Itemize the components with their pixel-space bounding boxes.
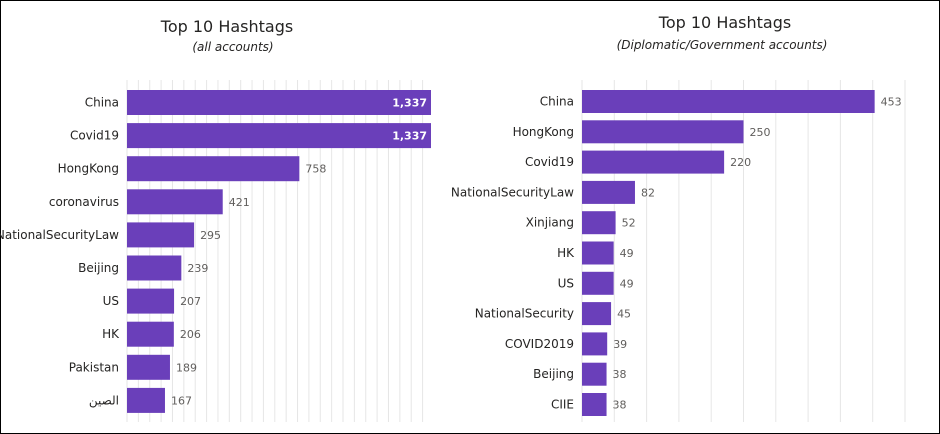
category-label-all-4: NationalSecurityLaw: [0, 228, 119, 242]
bar-all-6[interactable]: [127, 288, 175, 314]
category-label-all-7: HK: [102, 327, 120, 341]
category-label-dip-0: China: [540, 95, 574, 109]
value-label-dip-10: 38: [613, 399, 627, 412]
bar-all-8[interactable]: [127, 354, 170, 380]
value-label-all-9: 167: [171, 394, 192, 407]
bar-dip-10[interactable]: [582, 393, 607, 416]
category-label-dip-5: HK: [557, 246, 575, 260]
bar-all-0[interactable]: [127, 90, 431, 115]
category-label-all-0: China: [85, 96, 119, 110]
category-label-all-1: Covid19: [70, 129, 119, 143]
value-label-all-3: 421: [229, 196, 250, 209]
category-label-dip-1: HongKong: [513, 125, 574, 139]
chart-subtitle-diplomatic: (Diplomatic/Government accounts): [616, 38, 828, 52]
bar-dip-3[interactable]: [582, 180, 635, 204]
value-label-all-8: 189: [176, 361, 197, 374]
bar-all-7[interactable]: [127, 321, 174, 347]
category-label-dip-2: Covid19: [525, 155, 574, 169]
category-label-all-6: US: [103, 294, 119, 308]
bar-all-1[interactable]: [127, 123, 431, 149]
value-label-all-1: 1,337: [392, 130, 427, 143]
bar-dip-6[interactable]: [582, 271, 614, 295]
category-label-dip-8: COVID2019: [505, 337, 574, 351]
bar-all-4[interactable]: [127, 222, 195, 248]
bar-all-3[interactable]: [127, 189, 223, 215]
value-label-all-0: 1,337: [392, 97, 427, 110]
value-label-dip-9: 38: [613, 368, 627, 381]
value-label-all-5: 239: [187, 262, 208, 275]
bar-all-5[interactable]: [127, 255, 182, 281]
value-label-dip-2: 220: [730, 156, 751, 169]
value-label-dip-6: 49: [620, 277, 634, 290]
category-label-dip-4: Xinjiang: [526, 216, 574, 230]
bar-dip-4[interactable]: [582, 211, 616, 235]
chart-title-all-accounts: Top 10 Hashtags: [160, 17, 294, 36]
value-label-dip-3: 82: [641, 186, 655, 199]
value-label-all-6: 207: [180, 295, 201, 308]
value-label-dip-8: 39: [613, 338, 627, 351]
value-label-dip-0: 453: [881, 96, 902, 109]
value-label-dip-5: 49: [620, 247, 634, 260]
bar-dip-7[interactable]: [582, 302, 612, 326]
value-label-all-7: 206: [180, 328, 201, 341]
category-label-dip-10: CIIE: [551, 398, 574, 412]
category-label-all-2: HongKong: [58, 162, 119, 176]
category-label-all-3: coronavirus: [49, 195, 119, 209]
category-label-all-9: الصين: [89, 393, 119, 408]
bar-all-2[interactable]: [127, 156, 300, 182]
bar-dip-2[interactable]: [582, 150, 725, 174]
category-label-dip-6: US: [558, 276, 574, 290]
chart-title-diplomatic: Top 10 Hashtags: [658, 13, 792, 32]
value-label-dip-1: 250: [750, 126, 771, 139]
value-label-all-2: 758: [305, 163, 326, 176]
category-label-all-5: Beijing: [78, 261, 119, 275]
bar-dip-8[interactable]: [582, 332, 608, 356]
category-label-all-8: Pakistan: [69, 360, 119, 374]
category-label-dip-3: NationalSecurityLaw: [451, 185, 574, 199]
value-label-dip-4: 52: [622, 217, 636, 230]
category-label-dip-7: NationalSecurity: [475, 307, 574, 321]
value-label-all-4: 295: [200, 229, 221, 242]
value-label-dip-7: 45: [617, 308, 631, 321]
bar-dip-9[interactable]: [582, 362, 607, 386]
bar-dip-1[interactable]: [582, 120, 744, 144]
category-label-dip-9: Beijing: [533, 367, 574, 381]
chart-subtitle-all-accounts: (all accounts): [192, 40, 274, 54]
bar-dip-0[interactable]: [582, 90, 875, 113]
bar-all-9[interactable]: [127, 387, 165, 413]
bar-dip-5[interactable]: [582, 241, 614, 265]
